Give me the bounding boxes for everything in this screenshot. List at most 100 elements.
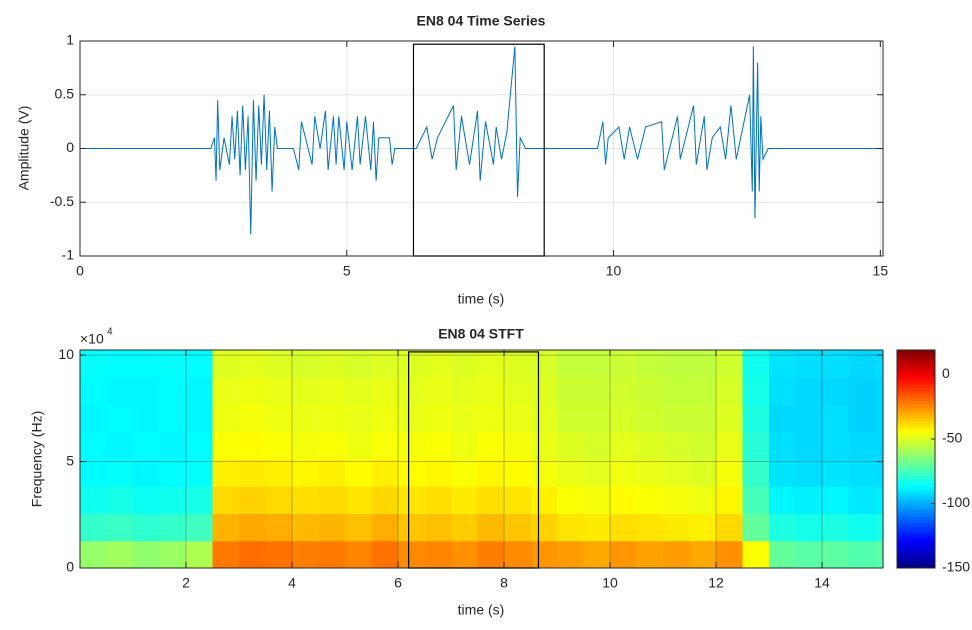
colorbar-step [897, 550, 935, 555]
heatmap-cell [239, 431, 267, 460]
heatmap-cell [424, 377, 452, 405]
colorbar-tick-label: -50 [942, 430, 962, 446]
heatmap-cell [663, 459, 691, 487]
heatmap-cell [848, 540, 876, 568]
heatmap-cell [583, 540, 611, 568]
heatmap-cell [477, 540, 505, 568]
heatmap-cell [769, 404, 797, 433]
heatmap-cell [636, 540, 664, 568]
heatmap-cell [159, 540, 187, 568]
heatmap-cell [848, 431, 876, 460]
y-tick-label: 0.5 [55, 85, 75, 101]
axis-multiplier: ×10 [80, 331, 104, 347]
colorbar-step [897, 516, 935, 521]
heatmap-cell [451, 350, 479, 378]
heatmap-cell [795, 513, 823, 542]
heatmap-cell [875, 459, 883, 487]
colorbar-step [897, 527, 935, 532]
heatmap-cell [80, 540, 108, 568]
heatmap-cell [716, 540, 744, 568]
heatmap-cell [398, 513, 426, 542]
colorbar-step [897, 561, 935, 566]
colorbar-step [897, 564, 935, 569]
heatmap-cell [795, 377, 823, 405]
heatmap-cell [663, 404, 691, 433]
heatmap-cell [769, 431, 797, 460]
heatmap-cell [848, 404, 876, 433]
heatmap-cell [186, 540, 214, 568]
heatmap-cell [742, 459, 770, 487]
heatmap-cell [106, 540, 134, 568]
colorbar-step [897, 486, 935, 491]
heatmap-cell [451, 540, 479, 568]
y-axis-label: Frequency (Hz) [29, 411, 45, 507]
heatmap-cell [742, 513, 770, 542]
heatmap-cell [106, 377, 134, 405]
heatmap-cell [239, 377, 267, 405]
heatmap-cell [716, 513, 744, 542]
heatmap-cell [345, 513, 373, 542]
heatmap-cell [477, 486, 505, 514]
colorbar-step [897, 496, 935, 501]
heatmap-cell [583, 486, 611, 514]
heatmap-cell [133, 513, 161, 542]
heatmap-cell [398, 540, 426, 568]
heatmap-cell [795, 350, 823, 378]
heatmap-cell [636, 377, 664, 405]
colorbar-step [897, 493, 935, 497]
heatmap-cell [159, 350, 187, 378]
heatmap-cell [583, 350, 611, 378]
heatmap-cell [106, 404, 134, 433]
heatmap-cell [875, 513, 883, 542]
heatmap-cell [371, 431, 399, 460]
heatmap-cell [398, 486, 426, 514]
heatmap-cell [186, 404, 214, 433]
chart-title: EN8 04 STFT [438, 326, 524, 342]
heatmap-cell [265, 540, 293, 568]
heatmap-cell [133, 404, 161, 433]
heatmap-cell [477, 350, 505, 378]
heatmap-cell [769, 350, 797, 378]
heatmap-cell [689, 540, 717, 568]
heatmap-cell [530, 404, 558, 433]
heatmap-cell [663, 377, 691, 405]
heatmap-cell [371, 513, 399, 542]
heatmap-cell [106, 513, 134, 542]
heatmap-cell [716, 404, 744, 433]
heatmap-cell [663, 431, 691, 460]
heatmap-cell [848, 350, 876, 378]
colorbar-step [897, 370, 935, 375]
heatmap-cell [239, 513, 267, 542]
heatmap-cell [477, 459, 505, 487]
heatmap-cell [477, 377, 505, 405]
heatmap-cell [504, 377, 532, 405]
colorbar-step [897, 418, 935, 423]
heatmap-cell [318, 540, 346, 568]
heatmap-cell [583, 513, 611, 542]
heatmap-cell [689, 513, 717, 542]
x-axis-label: time (s) [458, 602, 505, 618]
heatmap-cell [610, 459, 638, 487]
heatmap-cell [636, 513, 664, 542]
heatmap-cell [133, 377, 161, 405]
heatmap-cell [265, 431, 293, 460]
heatmap-cell [106, 459, 134, 487]
heatmap-cell [345, 486, 373, 514]
heatmap-cell [716, 486, 744, 514]
heatmap-cell [186, 513, 214, 542]
heatmap-cell [451, 459, 479, 487]
heatmap-cell [583, 377, 611, 405]
heatmap-cell [292, 350, 320, 378]
heatmap-cell [875, 486, 883, 514]
heatmap-cell [636, 459, 664, 487]
heatmap-cell [292, 540, 320, 568]
heatmap-cell [795, 540, 823, 568]
colorbar-step [897, 455, 935, 460]
x-tick-label: 10 [606, 263, 622, 279]
heatmap-cell [504, 513, 532, 542]
heatmap-cell [769, 540, 797, 568]
heatmap-cell [345, 404, 373, 433]
heatmap-cell [557, 404, 585, 433]
